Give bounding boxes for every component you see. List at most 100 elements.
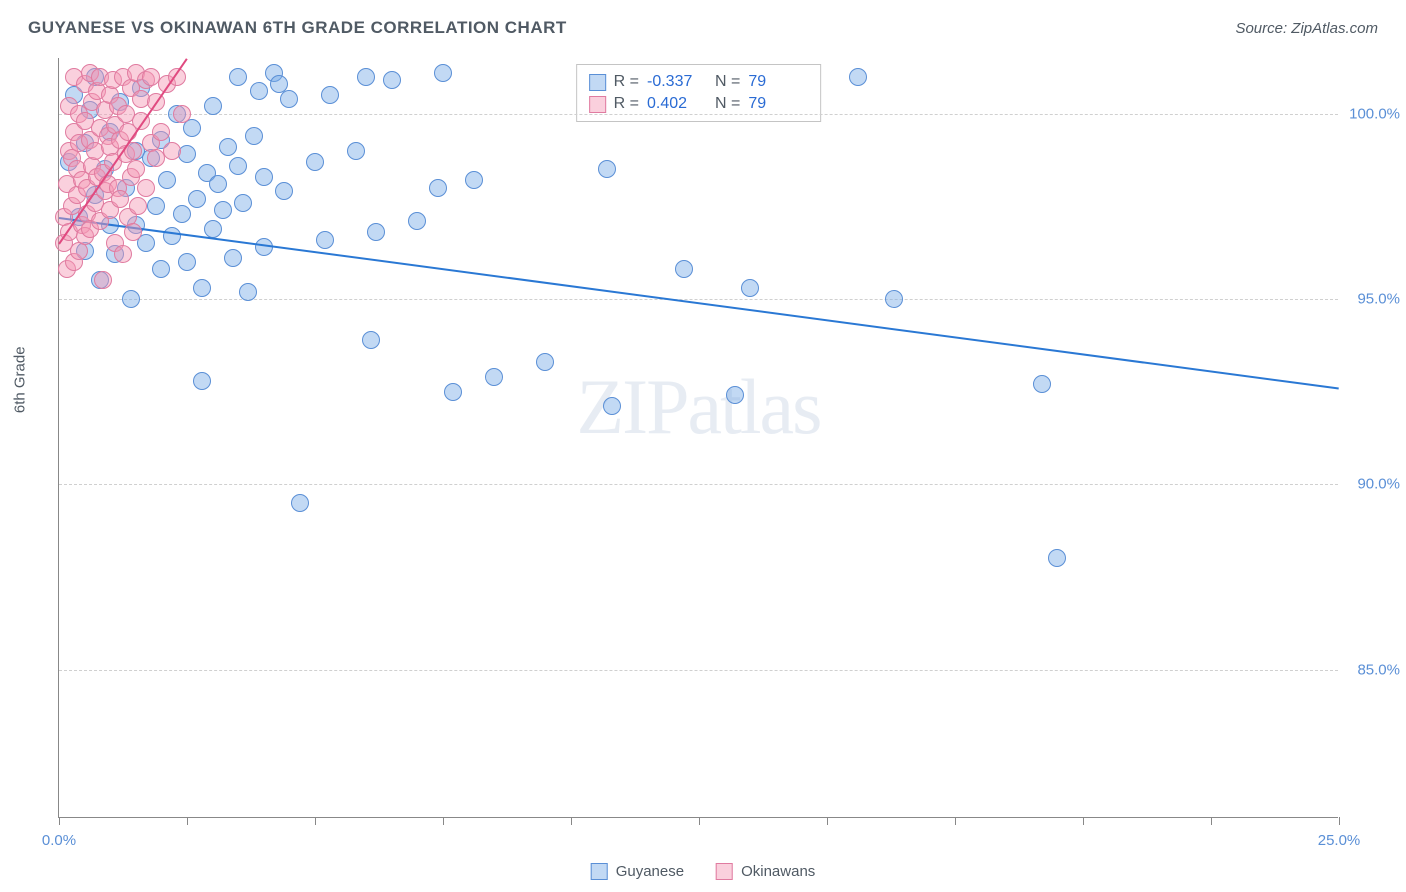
gridline xyxy=(59,484,1338,485)
data-point xyxy=(173,205,191,223)
data-point xyxy=(603,397,621,415)
data-point xyxy=(152,260,170,278)
data-point xyxy=(234,194,252,212)
stats-r-label: R = xyxy=(614,73,639,91)
x-tick xyxy=(443,817,444,825)
data-point xyxy=(152,123,170,141)
legend-swatch xyxy=(589,74,606,91)
x-tick xyxy=(59,817,60,825)
data-point xyxy=(193,372,211,390)
data-point xyxy=(178,253,196,271)
stats-r-label: R = xyxy=(614,95,639,113)
data-point xyxy=(291,494,309,512)
stats-row: R = -0.337 N = 79 xyxy=(589,71,809,93)
data-point xyxy=(280,90,298,108)
data-point xyxy=(229,68,247,86)
data-point xyxy=(444,383,462,401)
stats-n-label: N = xyxy=(715,73,740,91)
data-point xyxy=(229,157,247,175)
y-axis-title: 6th Grade xyxy=(12,346,29,413)
data-point xyxy=(885,290,903,308)
legend-item: Okinawans xyxy=(716,863,815,880)
gridline xyxy=(59,114,1338,115)
data-point xyxy=(94,271,112,289)
data-point xyxy=(485,368,503,386)
data-point xyxy=(306,153,324,171)
data-point xyxy=(209,175,227,193)
legend-swatch xyxy=(591,863,608,880)
data-point xyxy=(224,249,242,267)
x-tick-label: 0.0% xyxy=(42,832,76,849)
header: GUYANESE VS OKINAWAN 6TH GRADE CORRELATI… xyxy=(0,0,1406,48)
data-point xyxy=(321,86,339,104)
data-point xyxy=(245,127,263,145)
data-point xyxy=(147,197,165,215)
data-point xyxy=(124,223,142,241)
data-point xyxy=(598,160,616,178)
data-point xyxy=(163,227,181,245)
data-point xyxy=(111,190,129,208)
x-tick xyxy=(315,817,316,825)
x-tick xyxy=(1083,817,1084,825)
data-point xyxy=(429,179,447,197)
stats-n-value: 79 xyxy=(748,95,808,113)
y-tick-label: 90.0% xyxy=(1357,476,1400,493)
plot-area: ZIPatlas R =-0.337N =79R =0.402N =79 85.… xyxy=(58,58,1338,818)
data-point xyxy=(114,245,132,263)
data-point xyxy=(127,160,145,178)
data-point xyxy=(158,171,176,189)
data-point xyxy=(465,171,483,189)
x-tick xyxy=(1211,817,1212,825)
data-point xyxy=(214,201,232,219)
legend-item: Guyanese xyxy=(591,863,684,880)
legend-swatch xyxy=(716,863,733,880)
data-point xyxy=(408,212,426,230)
data-point xyxy=(163,142,181,160)
legend-swatch xyxy=(589,96,606,113)
y-tick-label: 85.0% xyxy=(1357,661,1400,678)
stats-r-value: -0.337 xyxy=(647,73,707,91)
stats-r-value: 0.402 xyxy=(647,95,707,113)
data-point xyxy=(239,283,257,301)
trend-line xyxy=(59,217,1339,390)
stats-n-label: N = xyxy=(715,95,740,113)
data-point xyxy=(178,145,196,163)
data-point xyxy=(250,82,268,100)
data-point xyxy=(275,182,293,200)
x-tick xyxy=(955,817,956,825)
chart-title: GUYANESE VS OKINAWAN 6TH GRADE CORRELATI… xyxy=(28,18,567,38)
data-point xyxy=(255,168,273,186)
data-point xyxy=(362,331,380,349)
data-point xyxy=(367,223,385,241)
legend-label: Guyanese xyxy=(616,863,684,880)
data-point xyxy=(434,64,452,82)
y-tick-label: 100.0% xyxy=(1349,105,1400,122)
data-point xyxy=(741,279,759,297)
source-label: Source: ZipAtlas.com xyxy=(1235,20,1378,37)
data-point xyxy=(204,220,222,238)
stats-n-value: 79 xyxy=(748,73,808,91)
gridline xyxy=(59,670,1338,671)
data-point xyxy=(219,138,237,156)
x-tick xyxy=(827,817,828,825)
data-point xyxy=(137,179,155,197)
data-point xyxy=(204,97,222,115)
x-tick xyxy=(1339,817,1340,825)
data-point xyxy=(316,231,334,249)
data-point xyxy=(188,190,206,208)
data-point xyxy=(1048,549,1066,567)
x-tick-label: 25.0% xyxy=(1318,832,1361,849)
x-tick xyxy=(571,817,572,825)
x-tick xyxy=(699,817,700,825)
data-point xyxy=(849,68,867,86)
data-point xyxy=(357,68,375,86)
legend-label: Okinawans xyxy=(741,863,815,880)
data-point xyxy=(536,353,554,371)
data-point xyxy=(726,386,744,404)
data-point xyxy=(183,119,201,137)
data-point xyxy=(675,260,693,278)
data-point xyxy=(173,105,191,123)
data-point xyxy=(1033,375,1051,393)
stats-row: R = 0.402 N = 79 xyxy=(589,93,809,115)
data-point xyxy=(383,71,401,89)
